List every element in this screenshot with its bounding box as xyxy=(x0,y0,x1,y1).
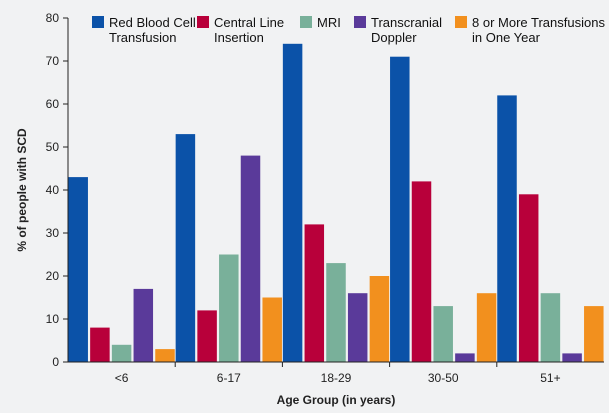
bar xyxy=(584,306,604,362)
legend-swatch xyxy=(354,16,366,28)
legend-swatch xyxy=(92,16,104,28)
bar xyxy=(497,95,517,363)
y-tick-label: 70 xyxy=(46,54,60,68)
bar xyxy=(518,194,539,362)
bar xyxy=(347,293,368,362)
legend-swatch xyxy=(197,16,209,28)
bar xyxy=(90,327,110,362)
bar xyxy=(455,353,475,362)
x-tick-label: 30-50 xyxy=(428,371,459,385)
y-tick-label: 40 xyxy=(46,183,60,197)
y-tick-label: 30 xyxy=(46,226,60,240)
bar xyxy=(240,155,261,362)
bar xyxy=(540,293,561,362)
y-tick-label: 10 xyxy=(46,312,60,326)
bar xyxy=(175,134,196,362)
bar xyxy=(282,43,303,363)
y-tick-label: 80 xyxy=(46,11,60,25)
bar xyxy=(390,56,410,362)
legend-label: MRI xyxy=(317,15,341,30)
y-axis-title: % of people with SCD xyxy=(15,128,29,252)
legend-label: Central Line xyxy=(214,15,284,30)
bars-group xyxy=(68,43,604,363)
bar xyxy=(433,306,453,362)
bar xyxy=(411,181,432,362)
legend-label: Red Blood Cell xyxy=(109,15,196,30)
legend-label: 8 or More Transfusions xyxy=(472,15,605,30)
bar xyxy=(155,349,175,362)
bar xyxy=(197,310,217,362)
x-tick-label: 18-29 xyxy=(321,371,352,385)
legend-label: Doppler xyxy=(371,30,417,45)
legend-label: Insertion xyxy=(214,30,264,45)
x-tick-labels: <6 6-17 18-29 30-50 51+ xyxy=(115,362,561,385)
y-tick-label: 0 xyxy=(52,355,59,369)
y-tick-label: 60 xyxy=(46,97,60,111)
y-tick-label: 50 xyxy=(46,140,60,154)
bar xyxy=(326,263,346,362)
x-axis-title: Age Group (in years) xyxy=(277,393,396,407)
legend-label: in One Year xyxy=(472,30,541,45)
bar xyxy=(304,224,325,362)
bar xyxy=(562,353,582,362)
bar xyxy=(219,254,239,362)
legend-label: Transfusion xyxy=(109,30,176,45)
bar xyxy=(262,297,282,362)
bar xyxy=(111,344,132,362)
y-tick-labels: 0 10 20 30 40 50 60 70 80 xyxy=(46,11,68,369)
x-tick-label: <6 xyxy=(115,371,129,385)
y-tick-label: 20 xyxy=(46,269,60,283)
bar xyxy=(68,177,88,362)
x-tick-label: 6-17 xyxy=(217,371,241,385)
legend-swatch xyxy=(300,16,312,28)
bar xyxy=(133,288,154,362)
bar xyxy=(476,293,497,362)
legend-label: Transcranial xyxy=(371,15,442,30)
x-tick-label: 51+ xyxy=(540,371,560,385)
legend-swatch xyxy=(455,16,467,28)
bar xyxy=(369,276,390,362)
